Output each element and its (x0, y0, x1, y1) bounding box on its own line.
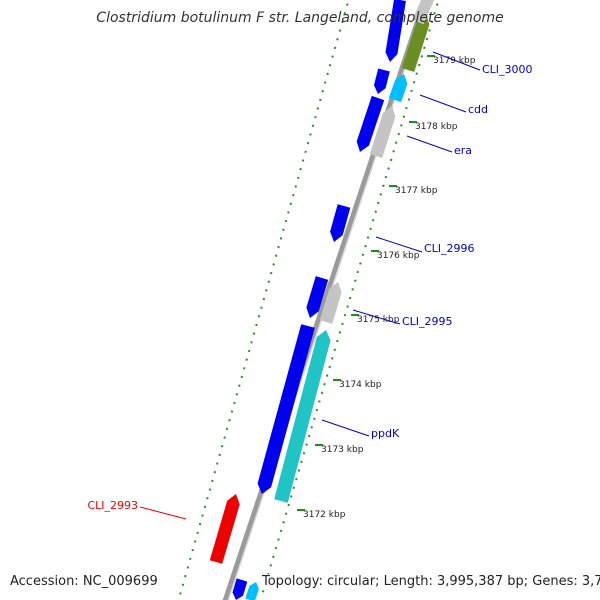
gene-label: CLI_2996 (424, 242, 475, 255)
tick-marks: 3179 kbp 3178 kbp 3177 kbp 3176 kbp 3175 kbp… (297, 55, 476, 520)
gene-arrow (374, 68, 390, 94)
gene-features (209, 0, 434, 600)
tick-label: 3172 kbp (303, 510, 346, 520)
gene-arrow (356, 95, 385, 152)
label-leader-line (375, 236, 423, 253)
gene-arrow (412, 0, 434, 25)
gene-arrow (306, 276, 329, 318)
gene-label: ppdK (371, 427, 400, 440)
gene-arrow (274, 330, 331, 503)
tick-label: 3174 kbp (339, 380, 382, 390)
gene-arrow (330, 204, 351, 242)
tick-label: 3173 kbp (321, 445, 364, 455)
gene-label: CLI_2995 (402, 315, 453, 328)
gene-arrow (385, 0, 406, 62)
label-leader-line (352, 309, 401, 325)
gene-label: era (454, 144, 472, 157)
tick-label: 3177 kbp (395, 186, 438, 196)
gene-label: cdd (468, 103, 488, 116)
gene-label: CLI_2993 (87, 499, 138, 512)
gene-arrow (401, 14, 430, 72)
label-leader-line (321, 419, 370, 437)
accession-text: Accession: NC_009699 (10, 574, 158, 589)
gene-arrow (232, 578, 248, 600)
gene-arrow (245, 582, 259, 600)
tick-label: 3175 kbp (357, 315, 400, 325)
gene-arrow (209, 494, 240, 564)
gene-label: CLI_3000 (482, 63, 533, 76)
map-title: Clostridium botulinum F str. Langeland, … (96, 10, 504, 26)
tick-label: 3178 kbp (415, 122, 458, 132)
gene-arrow (257, 324, 315, 494)
gene-arrow (388, 74, 408, 103)
label-leader-line (139, 506, 187, 520)
label-leader-line (406, 135, 453, 153)
tick-label: 3179 kbp (433, 56, 476, 66)
genome-summary-text: Topology: circular; Length: 3,995,387 bp… (262, 574, 600, 589)
label-leader-line (432, 51, 481, 71)
tick-label: 3176 kbp (377, 251, 420, 261)
gene-arrow (319, 282, 342, 324)
label-leader-line (419, 94, 467, 113)
gene-arrow (369, 106, 396, 158)
tick-dotted-track (261, 0, 440, 596)
